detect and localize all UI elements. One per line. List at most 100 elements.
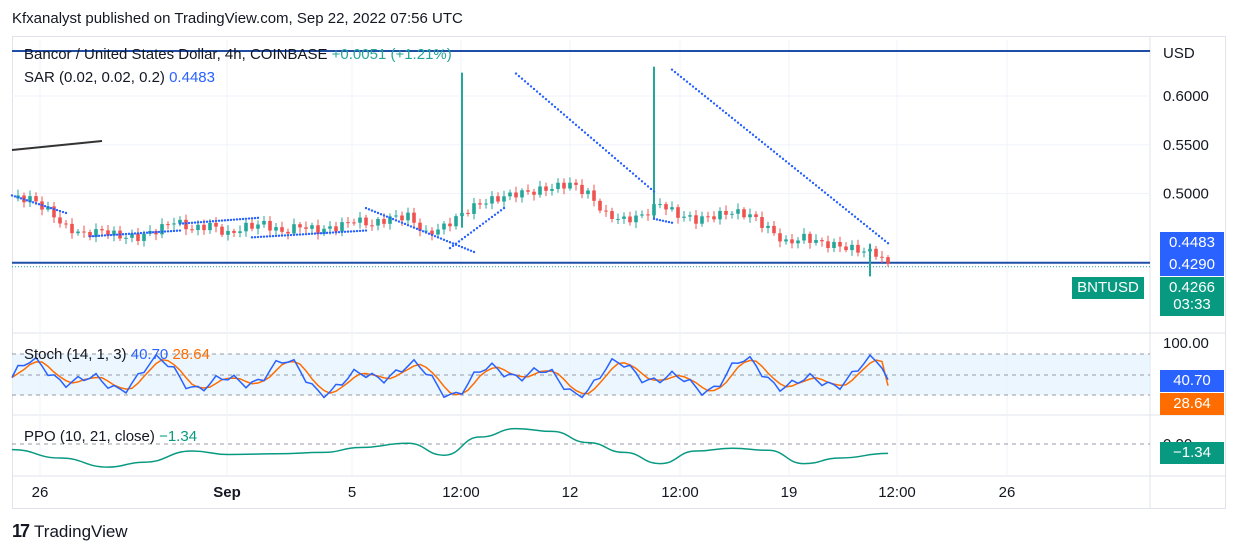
sar-dot xyxy=(787,162,791,165)
candle-body xyxy=(832,242,836,249)
candle-body xyxy=(94,229,98,238)
candle-body xyxy=(742,209,746,218)
sar-dot xyxy=(94,234,98,238)
sar-dot xyxy=(766,145,770,149)
candle-body xyxy=(796,240,800,244)
stoch-d-tag: 28.64 xyxy=(1160,393,1224,415)
candle-body xyxy=(286,231,290,234)
sar-dot xyxy=(16,196,20,199)
sar-dot xyxy=(250,217,254,220)
sar-dot xyxy=(214,219,218,223)
sar-dot xyxy=(808,179,812,182)
candle-body xyxy=(310,225,314,229)
candle-body xyxy=(316,225,320,234)
sar-dot xyxy=(646,185,650,188)
sar-dot xyxy=(412,226,416,229)
sar-dot xyxy=(583,131,587,134)
tradingview-logo[interactable]: 17 TradingView xyxy=(12,521,128,542)
candle-body xyxy=(100,229,104,231)
main-legend: Bancor / United States Dollar, 4h, COINB… xyxy=(24,46,452,63)
symbol-title[interactable]: Bancor / United States Dollar, 4h, COINB… xyxy=(24,46,328,63)
sar-dot xyxy=(607,151,611,155)
price-change: +0.0051 (+1.21%) xyxy=(331,46,452,63)
sar-dot xyxy=(181,222,185,225)
sar-dot xyxy=(472,229,476,232)
sar-dot xyxy=(562,113,566,116)
trend-line xyxy=(11,140,103,151)
sar-dot xyxy=(664,220,668,223)
candle-body xyxy=(544,186,548,191)
candle-body xyxy=(406,212,410,221)
sar-dot xyxy=(64,211,68,215)
sar-dot xyxy=(532,87,536,91)
sar-dot xyxy=(595,141,599,145)
sar-dot xyxy=(244,217,248,220)
sar-dot xyxy=(598,144,602,147)
sar-dot xyxy=(340,230,344,234)
sar-dot xyxy=(628,169,632,173)
sar-legend-value: 0.4483 xyxy=(169,69,215,86)
stoch-k-line xyxy=(11,353,889,399)
sar-dot xyxy=(703,94,707,98)
sar-dot xyxy=(403,222,407,226)
sar-dot xyxy=(463,247,467,250)
sar-dot xyxy=(802,174,806,177)
candle-body xyxy=(76,231,80,234)
price-tick: 0.5500 xyxy=(1163,137,1209,154)
sar-dot xyxy=(652,190,656,193)
candle-body xyxy=(190,229,194,231)
sar-dot xyxy=(313,232,317,235)
sar-dot xyxy=(754,135,758,139)
sar-dot xyxy=(295,233,299,236)
candle-body xyxy=(766,225,770,228)
candle-body xyxy=(682,216,686,218)
sar-dot xyxy=(304,232,308,236)
sar-dot xyxy=(421,230,425,233)
candle-body xyxy=(400,215,404,221)
countdown-tag: 03:33 xyxy=(1160,294,1224,316)
candle-body xyxy=(688,215,692,217)
sar-dot xyxy=(823,191,827,194)
candle-body xyxy=(712,216,716,220)
sar-dot xyxy=(520,77,524,80)
candle-body xyxy=(496,196,500,202)
candle-body xyxy=(736,209,740,214)
sar-dot xyxy=(427,232,431,235)
stoch-label[interactable]: Stoch (14, 1, 3) xyxy=(24,346,127,363)
sar-dot xyxy=(568,118,572,121)
time-tick: 12:00 xyxy=(878,484,916,501)
sar-dot xyxy=(640,180,644,183)
sar-dot xyxy=(436,236,440,239)
candle-body xyxy=(466,212,470,214)
sar-dot xyxy=(172,229,176,233)
sar-dot xyxy=(361,229,365,232)
sar-label[interactable]: SAR (0.02, 0.02, 0.2) xyxy=(24,69,165,86)
sar-dot xyxy=(484,220,488,223)
sar-dot xyxy=(343,230,347,234)
sar-dot xyxy=(790,164,794,168)
candle-body xyxy=(580,184,584,195)
sar-dot xyxy=(691,85,695,88)
sar-dot xyxy=(679,75,683,79)
candle-body xyxy=(520,190,524,198)
sar-dot xyxy=(499,209,503,212)
candle-body xyxy=(610,211,614,219)
candle-body xyxy=(340,222,344,232)
sar-dot xyxy=(472,250,476,254)
candle-body xyxy=(754,214,758,218)
ppo-label[interactable]: PPO (10, 21, close) xyxy=(24,428,155,445)
candle-body xyxy=(874,248,878,257)
candle-body xyxy=(364,217,368,226)
sar-dot xyxy=(274,234,278,238)
sar-dot xyxy=(202,220,206,224)
sar-dot xyxy=(742,126,746,129)
sar-dot xyxy=(469,249,473,252)
sar-dot xyxy=(106,234,110,237)
candle-body xyxy=(322,228,326,234)
sar-dot xyxy=(517,74,521,78)
sar-dot xyxy=(694,87,698,91)
candle-body xyxy=(82,231,86,233)
candle-body xyxy=(646,214,650,216)
stoch-top-tick: 100.00 xyxy=(1163,335,1209,352)
